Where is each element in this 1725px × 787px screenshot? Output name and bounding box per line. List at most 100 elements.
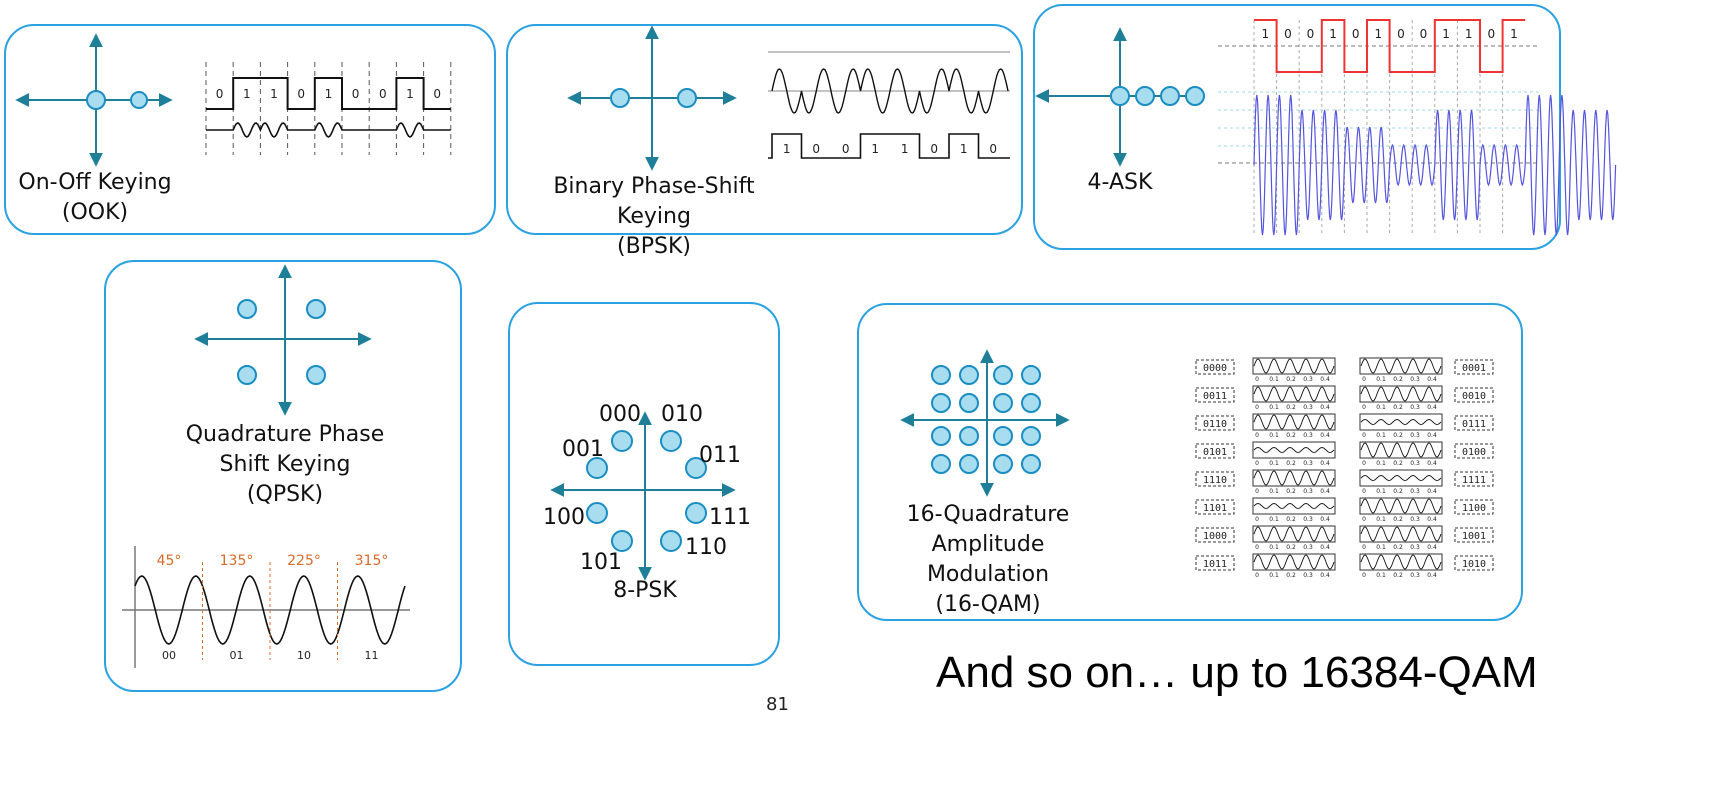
qam16-right-plot-tick: 0.2 bbox=[1393, 544, 1403, 551]
ook-bit-label: 1 bbox=[270, 87, 278, 101]
ask4-bit-label: 0 bbox=[1397, 27, 1405, 41]
qam16-left-plot-tick: 0.1 bbox=[1269, 544, 1279, 551]
psk8-label: 100 bbox=[543, 505, 585, 530]
qpsk-phase-label: 45° bbox=[157, 553, 182, 569]
bpsk-bit-label: 0 bbox=[842, 142, 850, 156]
qam16-right-plot-tick: 0 bbox=[1362, 544, 1366, 551]
ook-caption: On-Off Keying (OOK) bbox=[10, 168, 180, 228]
qam16-right-plot-tick: 0 bbox=[1362, 460, 1366, 467]
qam16-left-plot-tick: 0.4 bbox=[1320, 516, 1330, 523]
qam16-left-plot-wave bbox=[1253, 503, 1335, 509]
qam16-point-7 bbox=[1021, 393, 1041, 413]
qam16-left-code: 0000 bbox=[1203, 363, 1227, 374]
qam16-right-plot-tick: 0 bbox=[1362, 572, 1366, 579]
bpsk-bit-label: 1 bbox=[960, 142, 968, 156]
qam16-left-plot-tick: 0.3 bbox=[1303, 488, 1313, 495]
qam16-left-plot-tick: 0 bbox=[1255, 376, 1259, 383]
psk8-label: 111 bbox=[709, 505, 751, 530]
qam16-right-code-box bbox=[1454, 471, 1494, 487]
qam16-right-code: 1111 bbox=[1462, 475, 1486, 486]
qam16-left-code-box bbox=[1195, 527, 1235, 543]
psk8-point-7 bbox=[660, 530, 682, 552]
qam16-left-plot-tick: 0.2 bbox=[1286, 376, 1296, 383]
qam16-left-code: 1101 bbox=[1203, 503, 1227, 514]
ask4-bit-label: 1 bbox=[1442, 27, 1450, 41]
qam16-left-plot-tick: 0.1 bbox=[1269, 488, 1279, 495]
qam16-left-plot-wave bbox=[1253, 358, 1335, 374]
qam16-right-code-box bbox=[1454, 555, 1494, 571]
psk8-point-4 bbox=[586, 502, 608, 524]
qam16-right-plot-wave bbox=[1360, 442, 1442, 458]
qam16-left-code: 1110 bbox=[1203, 475, 1227, 486]
qam16-left-plot-tick: 0.4 bbox=[1320, 488, 1330, 495]
qam16-caption: 16-Quadrature Amplitude Modulation (16-Q… bbox=[868, 500, 1108, 620]
qam16-right-code-box bbox=[1454, 387, 1494, 403]
qam16-left-plot-tick: 0.3 bbox=[1303, 544, 1313, 551]
qam16-left-plot-tick: 0.2 bbox=[1286, 544, 1296, 551]
ask4-point-1 bbox=[1135, 86, 1155, 106]
qam16-right-plot-tick: 0.1 bbox=[1376, 376, 1386, 383]
qam16-right-plot-tick: 0.3 bbox=[1410, 572, 1420, 579]
ask4-bit-label: 1 bbox=[1465, 27, 1473, 41]
qam16-point-14 bbox=[993, 454, 1013, 474]
qam16-point-13 bbox=[959, 454, 979, 474]
qam16-right-plot-tick: 0.3 bbox=[1410, 488, 1420, 495]
qam16-left-code-box bbox=[1195, 359, 1235, 375]
bpsk-carrier-wave bbox=[771, 68, 1009, 114]
qam16-point-15 bbox=[1021, 454, 1041, 474]
ook-bit-label: 0 bbox=[379, 87, 387, 101]
ask4-point-0 bbox=[1110, 86, 1130, 106]
qam16-left-plot-tick: 0.2 bbox=[1286, 404, 1296, 411]
qam16-right-plot-wave bbox=[1360, 498, 1442, 514]
qam16-right-code-box bbox=[1454, 359, 1494, 375]
qam16-left-code-box bbox=[1195, 387, 1235, 403]
ask4-bit-waveform bbox=[1254, 19, 1526, 73]
bpsk-panel bbox=[506, 24, 1023, 235]
qam16-right-plot-tick: 0.2 bbox=[1393, 432, 1403, 439]
qpsk-caption-line2: Shift Keying bbox=[219, 452, 351, 477]
qam16-right-plot-tick: 0.1 bbox=[1376, 572, 1386, 579]
psk8-label: 001 bbox=[562, 437, 604, 462]
qpsk-symbol-label: 00 bbox=[162, 649, 176, 662]
qam16-left-plot-tick: 0.2 bbox=[1286, 460, 1296, 467]
qam16-caption-line3: (16-QAM) bbox=[935, 592, 1041, 617]
ook-carrier-wave bbox=[206, 122, 451, 138]
qam16-right-code: 0001 bbox=[1462, 363, 1486, 374]
ask4-bit-label: 0 bbox=[1352, 27, 1360, 41]
qam16-left-plot-tick: 0.4 bbox=[1320, 544, 1330, 551]
page-number: 81 bbox=[766, 694, 789, 715]
qam16-right-plot-tick: 0.4 bbox=[1427, 460, 1437, 467]
qam16-right-plot-tick: 0.2 bbox=[1393, 516, 1403, 523]
qam16-left-plot-tick: 0.4 bbox=[1320, 572, 1330, 579]
qam16-right-plot-wave bbox=[1360, 419, 1442, 425]
qam16-left-code-box bbox=[1195, 443, 1235, 459]
qam16-point-8 bbox=[931, 426, 951, 446]
psk8-caption: 8-PSK bbox=[613, 578, 677, 603]
qam16-point-3 bbox=[1021, 365, 1041, 385]
qpsk-point-2 bbox=[237, 365, 257, 385]
qam16-left-plot-tick: 0.1 bbox=[1269, 404, 1279, 411]
bpsk-bit-waveform bbox=[768, 133, 1010, 159]
qam16-left-plot-tick: 0.1 bbox=[1269, 376, 1279, 383]
qam16-right-plot-tick: 0.3 bbox=[1410, 432, 1420, 439]
bpsk-bit-label: 1 bbox=[901, 142, 909, 156]
bpsk-caption: Binary Phase-Shift Keying (BPSK) bbox=[520, 172, 788, 262]
qam16-point-12 bbox=[931, 454, 951, 474]
qam16-left-plot-tick: 0.4 bbox=[1320, 432, 1330, 439]
ask4-bit-label: 0 bbox=[1307, 27, 1315, 41]
qam16-left-plot-tick: 0.3 bbox=[1303, 572, 1313, 579]
ask4-point-3 bbox=[1185, 86, 1205, 106]
ask4-carrier-wave bbox=[1253, 94, 1617, 236]
qam16-left-plot-tick: 0 bbox=[1255, 516, 1259, 523]
qam16-right-code: 0111 bbox=[1462, 419, 1486, 430]
psk8-point-5 bbox=[685, 502, 707, 524]
qam16-right-plot-tick: 0.2 bbox=[1393, 488, 1403, 495]
qam16-left-plot-tick: 0 bbox=[1255, 488, 1259, 495]
qam16-right-plot-tick: 0.4 bbox=[1427, 544, 1437, 551]
bpsk-bit-label: 0 bbox=[930, 142, 938, 156]
psk8-label: 000 bbox=[599, 402, 641, 427]
qam16-right-plot-tick: 0.1 bbox=[1376, 544, 1386, 551]
qam16-left-code-box bbox=[1195, 415, 1235, 431]
psk8-label: 010 bbox=[661, 402, 703, 427]
qam16-left-plot-tick: 0.3 bbox=[1303, 460, 1313, 467]
